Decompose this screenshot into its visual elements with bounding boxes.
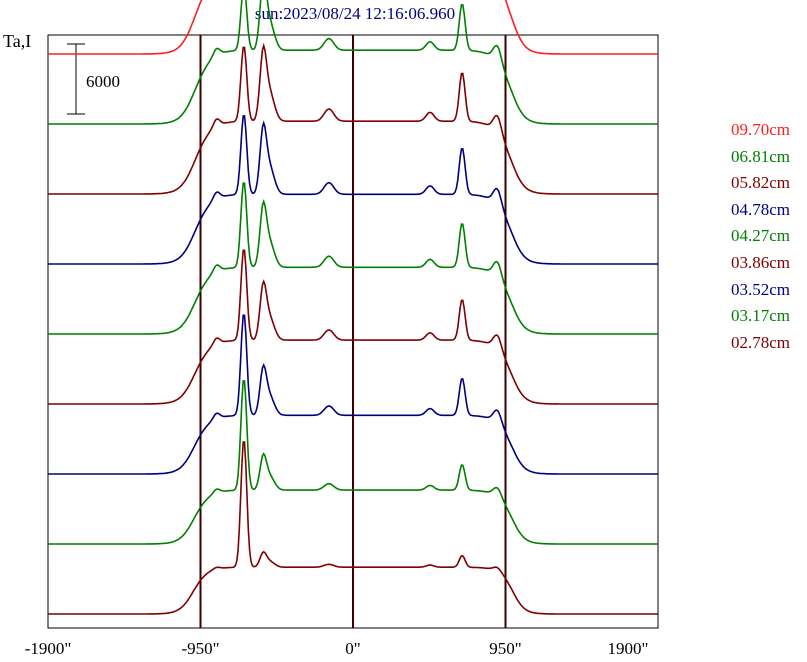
series-line (48, 314, 658, 475)
x-tick-label: 0" (345, 639, 360, 658)
x-tick-label: -1900" (25, 639, 72, 658)
legend-entry: 03.86cm (731, 252, 791, 272)
chart-title: sun:2023/08/24 12:16:06.960 (255, 4, 455, 23)
x-tick-label: 950" (489, 639, 521, 658)
x-tick-label: 1900" (608, 639, 649, 658)
series-group (48, 0, 658, 615)
series-line (48, 441, 658, 615)
legend-entry: 03.52cm (731, 279, 791, 299)
series-line (48, 380, 658, 545)
legend-entry: 05.82cm (731, 173, 791, 193)
legend-entry: 04.27cm (731, 226, 791, 246)
x-tick-label: -950" (181, 639, 219, 658)
scale-bar: 6000 (67, 43, 120, 115)
x-tick-labels: -1900" -950" 0" 950" 1900" (25, 639, 649, 658)
y-axis-label: Ta,I (3, 31, 31, 51)
series-line (48, 42, 658, 195)
reference-lines (199, 35, 507, 628)
legend-entry: 03.17cm (731, 306, 791, 326)
series-line (48, 182, 658, 335)
legend-entry: 04.78cm (731, 199, 791, 219)
series-line (48, 115, 658, 265)
legend-entry: 09.70cm (731, 120, 791, 139)
legend-entry: 06.81cm (731, 146, 791, 166)
scale-bar-label: 6000 (86, 72, 120, 91)
series-line (48, 0, 658, 55)
legend: 09.70cm 06.81cm 05.82cm 04.78cm 04.27cm 03.86… (731, 117, 790, 356)
series-line (48, 0, 658, 125)
legend-entry: 02.78cm (731, 332, 791, 352)
series-line (48, 249, 658, 405)
